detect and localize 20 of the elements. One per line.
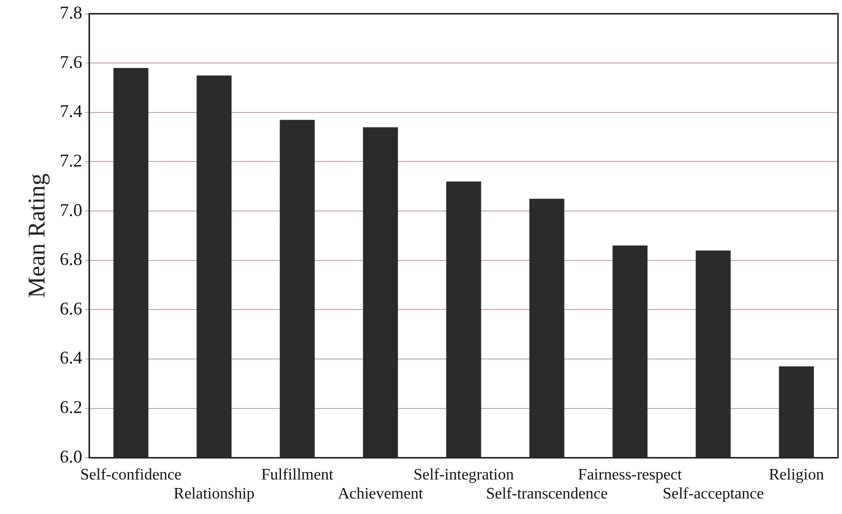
y-tick-label: 6.4 [60, 348, 82, 368]
y-tick-label: 7.6 [60, 52, 82, 72]
x-tick-label: Achievement [338, 486, 424, 503]
y-tick-label: 6.0 [60, 446, 82, 466]
y-tick-label: 7.2 [60, 150, 82, 170]
y-tick-label: 7.8 [60, 2, 82, 23]
x-tick-label: Self-acceptance [662, 486, 764, 503]
y-axis-title: Mean Rating [24, 173, 51, 298]
y-tick-label: 7.0 [60, 200, 82, 220]
y-tick-label: 6.8 [60, 249, 82, 270]
x-tick-label: Self-integration [413, 466, 514, 484]
x-tick-label: Religion [768, 466, 824, 484]
y-tick-label: 7.4 [60, 101, 82, 122]
x-tick-label: Fairness-respect [578, 466, 683, 484]
x-tick-label: Relationship [174, 486, 255, 503]
x-tick-label: Self-transcendence [486, 486, 608, 503]
y-tick-label: 6.6 [60, 298, 82, 318]
y-tick-label: 6.2 [60, 397, 82, 418]
x-tick-label: Fulfillment [261, 466, 334, 484]
x-tick-label: Self-confidence [80, 466, 182, 484]
